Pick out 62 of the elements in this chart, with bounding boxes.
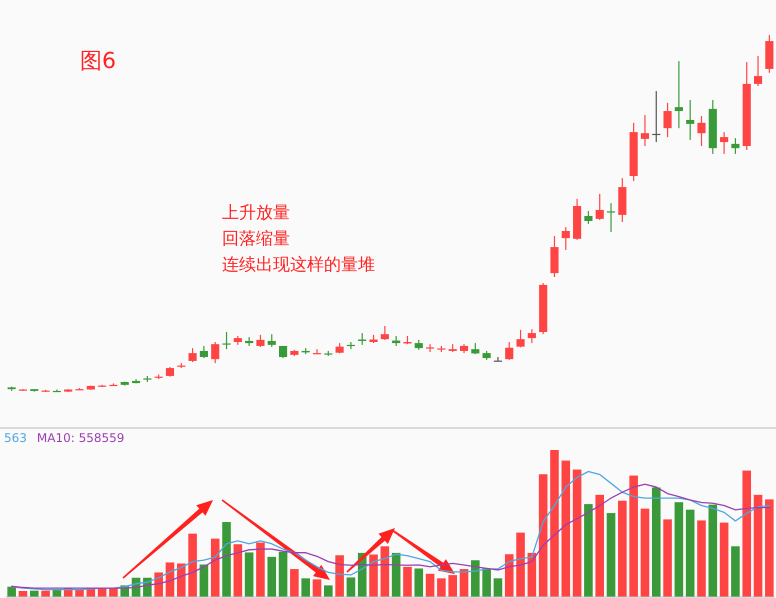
bar <box>561 460 570 597</box>
bar <box>448 575 457 597</box>
bar <box>572 470 582 597</box>
bar <box>324 585 333 597</box>
bar <box>18 590 28 597</box>
text: MA10: 558559 <box>36 431 124 445</box>
bar <box>30 590 39 597</box>
bar <box>234 544 242 597</box>
bar <box>606 513 616 597</box>
annotation: 连续出现这样的量堆 <box>222 255 375 275</box>
bar <box>426 574 434 597</box>
bar <box>290 569 299 597</box>
bar <box>618 500 627 597</box>
bar <box>346 577 356 597</box>
bar <box>538 474 548 597</box>
text: 563 <box>4 431 27 445</box>
bar <box>674 502 684 597</box>
bar <box>312 579 322 597</box>
bar <box>731 546 740 597</box>
bar <box>256 542 265 597</box>
bar <box>652 487 661 597</box>
bar <box>471 560 480 597</box>
bar <box>697 520 706 597</box>
bar <box>166 562 174 597</box>
bar <box>301 578 310 597</box>
bar <box>369 554 378 597</box>
bar <box>41 590 50 597</box>
annotation: 上升放量 <box>222 203 290 223</box>
bar <box>595 494 604 597</box>
bar <box>494 578 502 597</box>
bar <box>267 556 276 597</box>
bar <box>754 494 762 597</box>
bar <box>200 564 208 597</box>
bar <box>550 450 559 597</box>
text: 图6 <box>80 49 116 74</box>
bar <box>765 499 774 597</box>
bar <box>708 504 718 597</box>
bar <box>335 555 344 597</box>
bar <box>278 552 288 597</box>
bar <box>629 476 638 597</box>
bar <box>686 510 694 597</box>
bar <box>392 552 400 597</box>
bar <box>460 569 468 597</box>
bar <box>210 538 220 597</box>
bar <box>222 522 231 597</box>
bar <box>403 566 412 597</box>
bar <box>528 552 536 597</box>
bar <box>188 534 197 597</box>
bar <box>720 522 728 597</box>
bar <box>504 554 514 597</box>
bar <box>742 470 752 597</box>
annotation: 回落缩量 <box>222 229 290 249</box>
bar <box>663 519 672 597</box>
bar <box>482 568 491 597</box>
bar <box>414 568 424 597</box>
bar <box>380 546 390 597</box>
bar <box>7 586 16 597</box>
bar <box>584 504 593 597</box>
bar <box>244 552 254 597</box>
bar <box>516 532 525 597</box>
bar <box>437 578 446 597</box>
bar <box>640 508 650 597</box>
